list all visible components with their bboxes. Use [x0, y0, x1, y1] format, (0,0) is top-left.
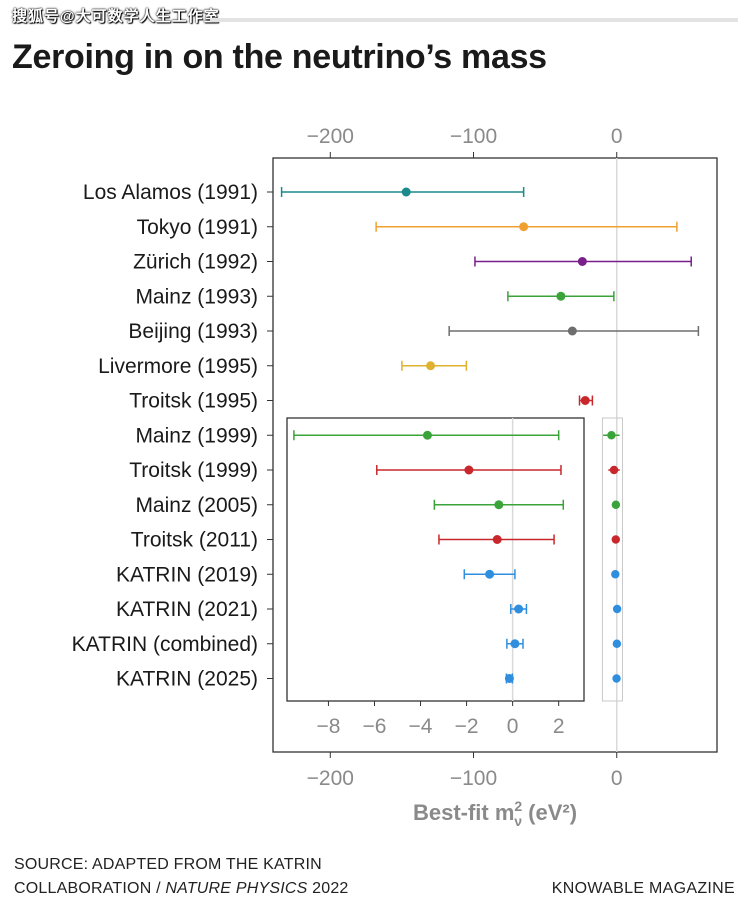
- top-tick-label: −200: [307, 125, 354, 148]
- main-compressed-point: [609, 465, 619, 475]
- main-point: [426, 361, 436, 371]
- main-compressed-point: [611, 570, 620, 579]
- main-compressed-point: [611, 500, 621, 509]
- inset-tick-label: 0: [507, 715, 519, 738]
- header-rule: [210, 18, 738, 22]
- source-year: 2022: [307, 880, 349, 897]
- main-point: [401, 187, 411, 197]
- source-prefix: COLLABORATION /: [14, 880, 166, 897]
- row-label: Troitsk (1995): [129, 390, 258, 413]
- inset-point: [510, 639, 520, 649]
- inset-tick-label: −6: [363, 715, 387, 738]
- row-label: KATRIN (2021): [116, 598, 258, 621]
- row-label: Zürich (1992): [133, 251, 258, 274]
- bottom-tick-label: −200: [307, 767, 354, 790]
- watermark-text: 搜狐号@大可数学人生工作室: [12, 7, 220, 25]
- inset-frame: [286, 417, 585, 702]
- row-label: Mainz (1999): [135, 424, 258, 447]
- main-point: [556, 291, 566, 301]
- main-point: [580, 396, 590, 405]
- inset-tick-label: −8: [316, 715, 340, 738]
- main-point: [577, 257, 587, 266]
- top-tick-label: −100: [450, 125, 497, 148]
- inset-point: [422, 430, 432, 440]
- row-label: KATRIN (2025): [116, 668, 258, 691]
- zoom-band: [601, 417, 623, 702]
- inset-point: [494, 500, 504, 510]
- main-compressed-point: [611, 535, 620, 544]
- source-journal: NATURE PHYSICS: [165, 880, 308, 897]
- bottom-tick-label: 0: [611, 767, 623, 790]
- main-compressed-point: [607, 431, 616, 440]
- row-label: Beijing (1993): [128, 320, 258, 343]
- row-label: Tokyo (1991): [137, 216, 258, 239]
- inset-tick-label: −2: [455, 715, 479, 738]
- main-plot-frame: [272, 157, 718, 753]
- chart: −200 −200 −100 −100 0 0 −8 −6 −4 −2 0 2 Los Alamos (…: [72, 125, 718, 829]
- row-label: Mainz (2005): [135, 494, 258, 517]
- row-label: Los Alamos (1991): [83, 181, 258, 204]
- main-compressed-point: [612, 604, 622, 614]
- row-label: KATRIN (combined): [72, 633, 258, 656]
- main-compressed-point: [612, 674, 621, 683]
- main-point: [519, 222, 529, 232]
- inset-point: [492, 535, 502, 544]
- brand-credit: KNOWABLE MAGAZINE: [551, 880, 735, 897]
- main-compressed-point: [612, 639, 622, 648]
- row-label: Livermore (1995): [98, 355, 258, 378]
- inset-tick-label: 2: [553, 715, 565, 738]
- chart-title: Zeroing in on the neutrino’s mass: [12, 38, 547, 76]
- inset-tick-label: −4: [409, 715, 433, 738]
- x-axis-label: Best-fit m2 ν (eV²): [413, 798, 577, 829]
- main-point: [567, 326, 577, 336]
- row-label: KATRIN (2019): [116, 563, 258, 586]
- row-label: Troitsk (1999): [129, 459, 258, 482]
- inset-point: [464, 465, 474, 475]
- inset-point: [485, 569, 495, 579]
- bottom-tick-label: −100: [450, 767, 497, 790]
- watermark: 搜狐号@大可数学人生工作室: [12, 4, 220, 26]
- inset-point: [504, 674, 514, 683]
- row-label: Troitsk (2011): [131, 529, 258, 552]
- row-label: Mainz (1993): [135, 285, 258, 308]
- source-line-1: SOURCE: ADAPTED FROM THE KATRIN: [14, 856, 322, 873]
- top-tick-label: 0: [611, 125, 623, 148]
- source-line-2: COLLABORATION / NATURE PHYSICS 2022: [14, 877, 349, 901]
- inset-point: [514, 604, 524, 614]
- source-note: SOURCE: ADAPTED FROM THE KATRIN COLLABOR…: [14, 853, 349, 901]
